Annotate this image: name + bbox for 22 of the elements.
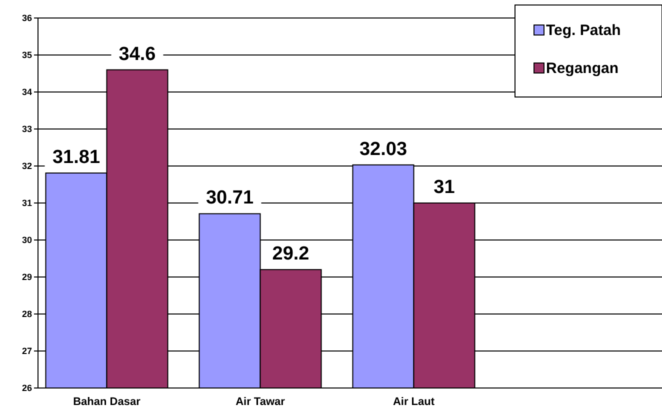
y-tick-label: 26 — [22, 383, 32, 393]
legend-label: Teg. Patah — [546, 22, 621, 39]
y-tick-label: 36 — [22, 13, 32, 23]
x-tick-label: Air Tawar — [236, 396, 286, 408]
y-tick-label: 31 — [22, 198, 32, 208]
y-tick-label: 30 — [22, 235, 32, 245]
y-tick-label: 32 — [22, 161, 32, 171]
x-tick-label: Bahan Dasar — [73, 396, 142, 408]
y-tick-label: 29 — [22, 272, 32, 282]
data-label: 29.2 — [272, 244, 310, 265]
data-label: 31.81 — [52, 147, 100, 168]
data-label: 34.6 — [118, 44, 156, 65]
y-tick-label: 34 — [22, 87, 32, 97]
y-tick-label: 28 — [22, 309, 32, 319]
y-tick-label: 35 — [22, 50, 32, 60]
data-label: 30.71 — [206, 188, 254, 209]
data-label: 31 — [434, 177, 456, 198]
y-tick-label: 27 — [22, 346, 32, 356]
legend-label: Regangan — [546, 60, 619, 77]
y-tick-label: 33 — [22, 124, 32, 134]
data-label: 32.03 — [359, 138, 408, 160]
x-tick-label: Air Laut — [392, 396, 435, 408]
